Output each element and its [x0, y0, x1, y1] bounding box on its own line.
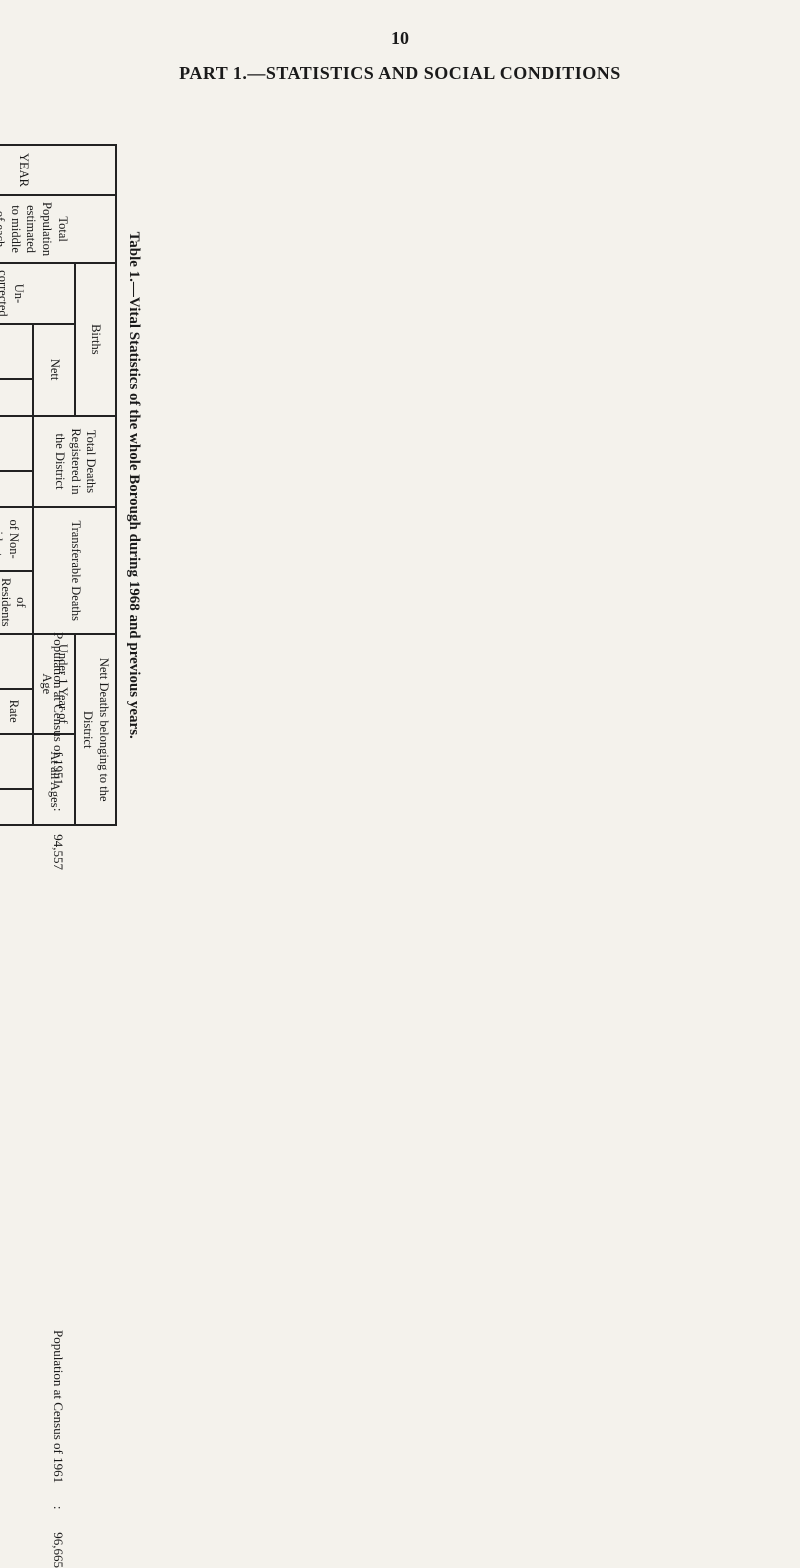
header-u1-number: Number: [0, 634, 34, 689]
header-trans-nonres: of Non-residents registered in the Distr…: [0, 507, 34, 570]
header-year: YEAR: [0, 145, 116, 195]
header-births-number: Number: [0, 324, 34, 379]
header-td-number: Number: [0, 416, 34, 471]
census-1961-note: Population at Census of 1961 : 96,665: [50, 1330, 66, 1568]
header-births-group: Births: [75, 263, 116, 415]
table-caption: Table 1.—Vital Statistics of the whole B…: [125, 144, 142, 826]
header-uncorrected: Un-corrected Number: [0, 263, 75, 323]
header-total-deaths-group: Total Deaths Registered in the District: [34, 416, 117, 508]
header-trans-res: of Residents not registered in the Distr…: [0, 571, 34, 634]
header-births-rate: Rate: [0, 379, 34, 416]
header-u1-rate: Rate per 1,000 Nett Births: [0, 689, 34, 734]
header-aa-rate: Rate: [0, 789, 34, 826]
page-number: 10: [40, 28, 760, 49]
header-nett: Nett: [34, 324, 75, 416]
header-td-rate: Rate: [0, 471, 34, 508]
header-aa-number: Number: [0, 734, 34, 789]
page: 10 PART 1.—STATISTICS AND SOCIAL CONDITI…: [0, 0, 800, 1392]
header-transferable-group: Transferable Deaths: [34, 507, 117, 634]
header-population: Total Population estimated to middle of …: [0, 195, 116, 263]
part-title: PART 1.—STATISTICS AND SOCIAL CONDITIONS: [40, 63, 760, 84]
header-nett-deaths-group: Nett Deaths belonging to the District: [75, 634, 116, 825]
census-1951-note: Population at Census of 1951 : 94,557: [50, 632, 66, 870]
rotated-table-wrap: Table 1.—Vital Statistics of the whole B…: [0, 144, 142, 826]
